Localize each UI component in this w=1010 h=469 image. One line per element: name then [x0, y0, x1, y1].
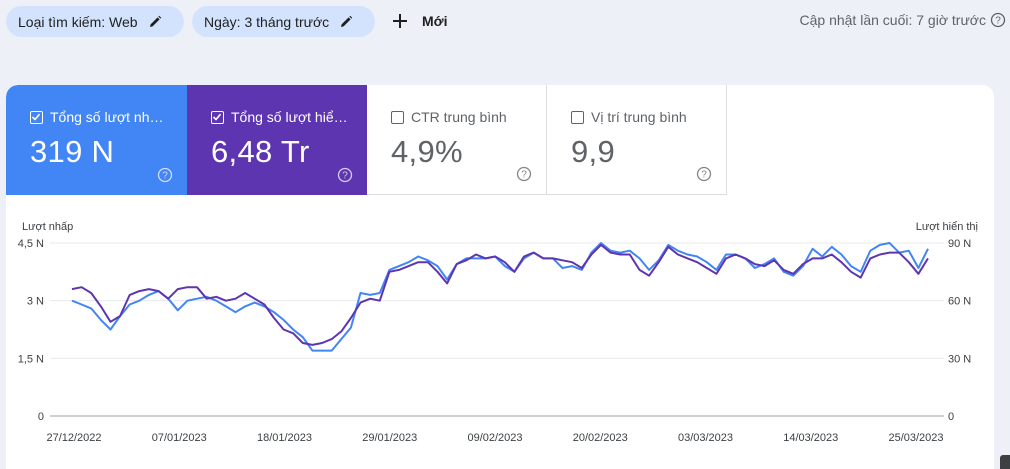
performance-chart: 0 0 1,5 N 30 N 3 N 60 N 4,5 N 90 N Lượt nhấp Lượt…	[18, 221, 978, 444]
metric-label: Tổng số lượt hiể…	[231, 109, 348, 125]
help-circle-icon[interactable]: ?	[696, 166, 712, 182]
metric-value: 319 N	[30, 134, 115, 169]
y-left-tick-label: 3 N	[27, 296, 44, 308]
pencil-icon	[149, 15, 161, 27]
svg-text:?: ?	[342, 171, 348, 182]
search-type-filter-label: Loại tìm kiếm: Web	[18, 13, 138, 30]
new-filter-label: Mới	[422, 13, 448, 29]
date-filter-chip[interactable]: Ngày: 3 tháng trước	[192, 6, 375, 37]
date-filter-label: Ngày: 3 tháng trước	[204, 13, 330, 30]
help-circle-icon[interactable]: ?	[990, 12, 1006, 28]
y-right-axis-title: Lượt hiển thị	[916, 221, 978, 233]
metric-label: Vị trí trung bình	[591, 109, 687, 125]
y-left-tick-label: 0	[38, 411, 44, 423]
x-tick-label: 03/03/2023	[678, 432, 733, 444]
checkbox-icon[interactable]	[571, 110, 584, 124]
metric-value: 6,48 Tr	[211, 134, 310, 169]
x-tick-label: 07/01/2023	[152, 432, 207, 444]
y-right-tick-label: 60 N	[948, 296, 971, 308]
help-circle-icon[interactable]: ?	[516, 166, 532, 182]
y-left-tick-label: 4,5 N	[18, 238, 44, 250]
pencil-icon	[341, 15, 353, 27]
y-left-tick-label: 1,5 N	[18, 353, 44, 365]
metric-value: 4,9%	[391, 134, 463, 169]
metric-total-clicks[interactable]: Tổng số lượt nh… 319 N ?	[6, 85, 187, 195]
performance-card: 0 0 1,5 N 30 N 3 N 60 N 4,5 N 90 N Lượt nhấp Lượt…	[6, 85, 994, 469]
plus-icon	[393, 14, 407, 28]
help-circle-icon[interactable]: ?	[337, 167, 353, 183]
x-tick-label: 29/01/2023	[362, 432, 417, 444]
svg-text:?: ?	[521, 170, 527, 181]
svg-text:?: ?	[995, 16, 1001, 27]
x-tick-label: 18/01/2023	[257, 432, 312, 444]
checkbox-icon[interactable]	[211, 110, 224, 124]
checkbox-icon[interactable]	[391, 110, 404, 124]
metric-average-ctr[interactable]: CTR trung bình 4,9% ?	[367, 85, 547, 195]
metric-average-position[interactable]: Vị trí trung bình 9,9 ?	[547, 85, 727, 195]
x-tick-label: 09/02/2023	[467, 432, 522, 444]
y-right-tick-label: 90 N	[948, 238, 971, 250]
last-updated: Cập nhật lần cuối: 7 giờ trước ?	[800, 12, 1007, 28]
series-line-2	[71, 243, 929, 346]
y-right-tick-label: 30 N	[948, 353, 971, 365]
checkbox-icon[interactable]	[30, 110, 43, 124]
metric-label: Tổng số lượt nh…	[50, 109, 164, 125]
scroll-corner	[1000, 455, 1010, 469]
metric-total-impressions[interactable]: Tổng số lượt hiể… 6,48 Tr ?	[187, 85, 367, 195]
last-updated-text: Cập nhật lần cuối: 7 giờ trước	[799, 12, 987, 28]
metric-value: 9,9	[571, 134, 615, 169]
svg-text:?: ?	[162, 171, 168, 182]
x-tick-label: 25/03/2023	[888, 432, 943, 444]
series-line-1	[71, 242, 929, 352]
y-right-tick-label: 0	[948, 411, 954, 423]
x-tick-label: 14/03/2023	[783, 432, 838, 444]
search-type-filter-chip[interactable]: Loại tìm kiếm: Web	[6, 6, 184, 37]
x-tick-label: 20/02/2023	[573, 432, 628, 444]
x-tick-label: 27/12/2022	[46, 432, 101, 444]
svg-text:?: ?	[701, 170, 707, 181]
y-left-axis-title: Lượt nhấp	[22, 221, 73, 233]
new-filter-button[interactable]: Mới	[392, 8, 448, 34]
filter-bar: Loại tìm kiếm: Web Ngày: 3 tháng trước M…	[0, 0, 1010, 42]
help-circle-icon[interactable]: ?	[157, 167, 173, 183]
metric-label: CTR trung bình	[411, 109, 507, 125]
